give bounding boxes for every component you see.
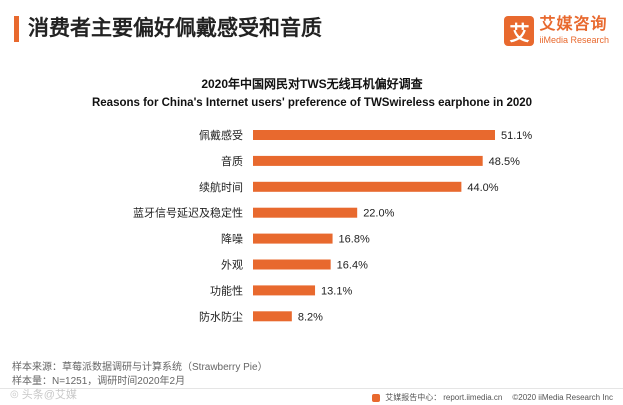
bar xyxy=(253,181,462,192)
chart-subtitle: Reasons for China's Internet users' pref… xyxy=(92,97,532,109)
bar-chart: 2020年中国网民对TWS无线耳机偏好调查 Reasons for China'… xyxy=(92,76,532,323)
category-label: 佩戴感受 xyxy=(199,128,243,142)
category-label: 防水防尘 xyxy=(199,309,243,323)
category-label: 功能性 xyxy=(210,283,243,297)
bar xyxy=(253,311,292,322)
brand-logo-group: 艾 艾媒咨询 iiMedia Research xyxy=(504,16,609,46)
category-label: 音质 xyxy=(221,154,243,168)
value-label: 16.8% xyxy=(339,234,370,246)
chart-title: 2020年中国网民对TWS无线耳机偏好调查 xyxy=(201,76,423,91)
brand-logo-icon: 艾 xyxy=(504,16,535,46)
value-label: 44.0% xyxy=(467,182,498,194)
footer-sample: 样本量：N=1251，调研时间2020年2月 xyxy=(12,376,186,387)
footer-divider xyxy=(0,388,623,389)
bar xyxy=(253,285,316,296)
footer-source: 样本来源：草莓派数据调研与计算系统（Strawberry Pie） xyxy=(12,362,268,373)
report-center-url[interactable]: report.iimedia.cn xyxy=(443,393,503,402)
watermark-text: 头条@艾媒 xyxy=(21,389,77,401)
bar xyxy=(253,259,331,270)
value-label: 16.4% xyxy=(337,260,368,272)
bar xyxy=(253,207,358,218)
report-center-icon xyxy=(372,393,381,402)
brand-name-cn: 艾媒咨询 xyxy=(539,16,608,33)
bar xyxy=(253,233,333,244)
value-label: 13.1% xyxy=(321,285,352,297)
value-label: 22.0% xyxy=(363,208,394,220)
value-label: 8.2% xyxy=(298,311,323,323)
page-title: 消费者主要偏好佩戴感受和音质 xyxy=(28,17,322,40)
category-label: 续航时间 xyxy=(199,180,243,194)
title-accent-bar xyxy=(14,16,19,42)
value-label: 51.1% xyxy=(501,130,532,142)
brand-name-en: iiMedia Research xyxy=(539,35,609,45)
bars-group: 佩戴感受 51.1% 音质 48.5% 续航时间 44.0% 蓝牙信号延迟及稳定性 22.0%… xyxy=(133,128,532,323)
watermark-icon: ◎ xyxy=(10,388,19,400)
footer-credits: 艾媒报告中心： report.iimedia.cn ©2020 iiMedia … xyxy=(372,392,613,403)
bar xyxy=(253,130,495,140)
category-label: 外观 xyxy=(221,259,243,272)
category-label: 降噪 xyxy=(221,232,243,246)
category-label: 蓝牙信号延迟及稳定性 xyxy=(133,206,243,220)
copyright: ©2020 iiMedia Research Inc xyxy=(512,393,613,402)
report-center-label: 艾媒报告中心： xyxy=(385,393,442,402)
value-label: 48.5% xyxy=(489,156,520,168)
watermark: ◎ 头条@艾媒 xyxy=(10,386,77,402)
bar xyxy=(253,155,483,166)
